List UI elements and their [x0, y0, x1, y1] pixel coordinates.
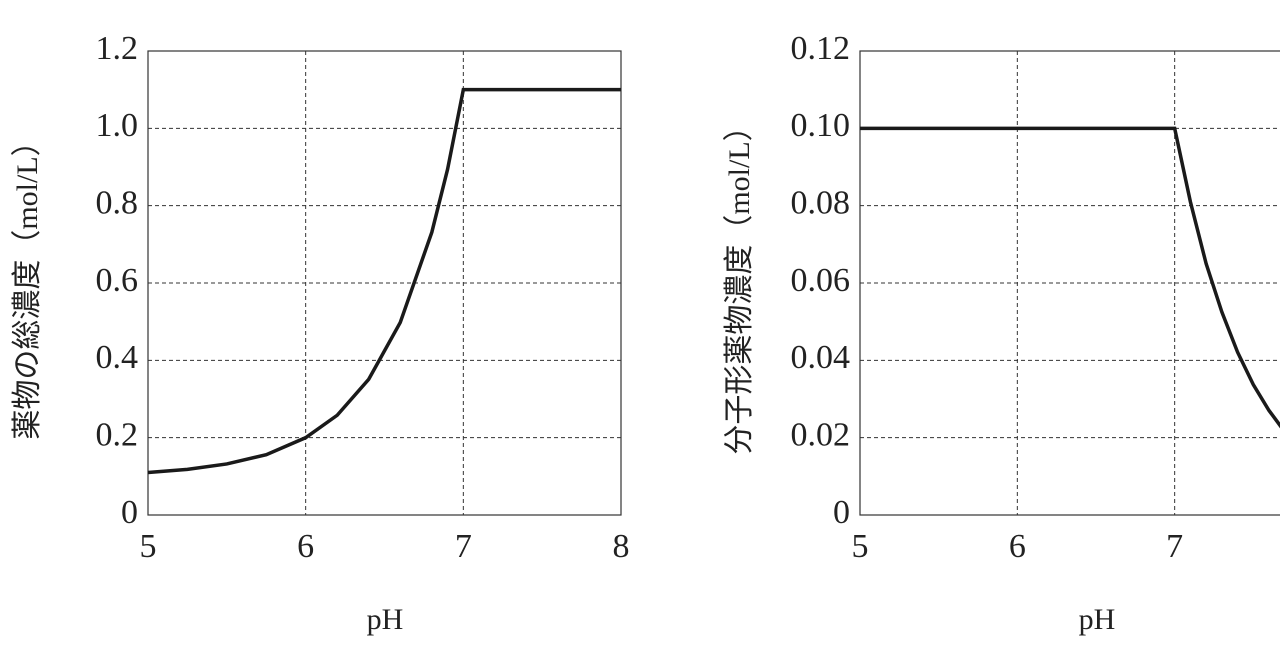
x-tick-label: 5 [852, 528, 869, 565]
x-tick-label: 5 [140, 528, 157, 565]
y-tick-label: 0 [121, 494, 138, 531]
y-tick-label: 0.12 [791, 30, 851, 67]
x-tick-label: 7 [455, 528, 472, 565]
y-tick-label: 0 [833, 494, 850, 531]
y-axis-title: 分子形薬物濃度（mol/L） [723, 111, 756, 454]
x-tick-label: 8 [613, 528, 630, 565]
x-axis-title: pH [367, 603, 404, 636]
y-tick-label: 0.10 [791, 107, 851, 144]
plot-frame [859, 50, 1280, 516]
y-axis-title: 薬物の総濃度（mol/L） [11, 126, 44, 439]
y-tick-label: 0.02 [791, 416, 851, 453]
x-tick-label: 6 [297, 528, 314, 565]
y-tick-label: 0.2 [96, 416, 139, 453]
x-tick-label: 7 [1166, 528, 1183, 565]
line [147, 87, 621, 475]
y-tick-label: 0.04 [791, 339, 851, 376]
y-tick-label: 0.4 [96, 339, 139, 376]
y-tick-label: 0.8 [96, 184, 139, 221]
y-tick-label: 0.06 [791, 262, 851, 299]
x-tick-label: 6 [1009, 528, 1026, 565]
y-tick-label: 0.6 [96, 262, 139, 299]
y-tick-label: 0.08 [791, 184, 851, 221]
y-tick-label: 1.0 [96, 107, 139, 144]
plot: 0 0.02 0.04 0.06 0.08 0.10 0.12 5 6 7 pH 分子形薬物濃度（mo… [723, 30, 1280, 636]
plot: 0 0.2 0.4 0.6 0.8 1.0 1.2 5 6 7 8 pH 薬物の総濃度（mol/L） [11, 30, 630, 636]
plot-frame [147, 50, 622, 516]
x-axis-title: pH [1079, 603, 1116, 636]
y-tick-label: 1.2 [96, 30, 139, 67]
line [860, 126, 1280, 429]
